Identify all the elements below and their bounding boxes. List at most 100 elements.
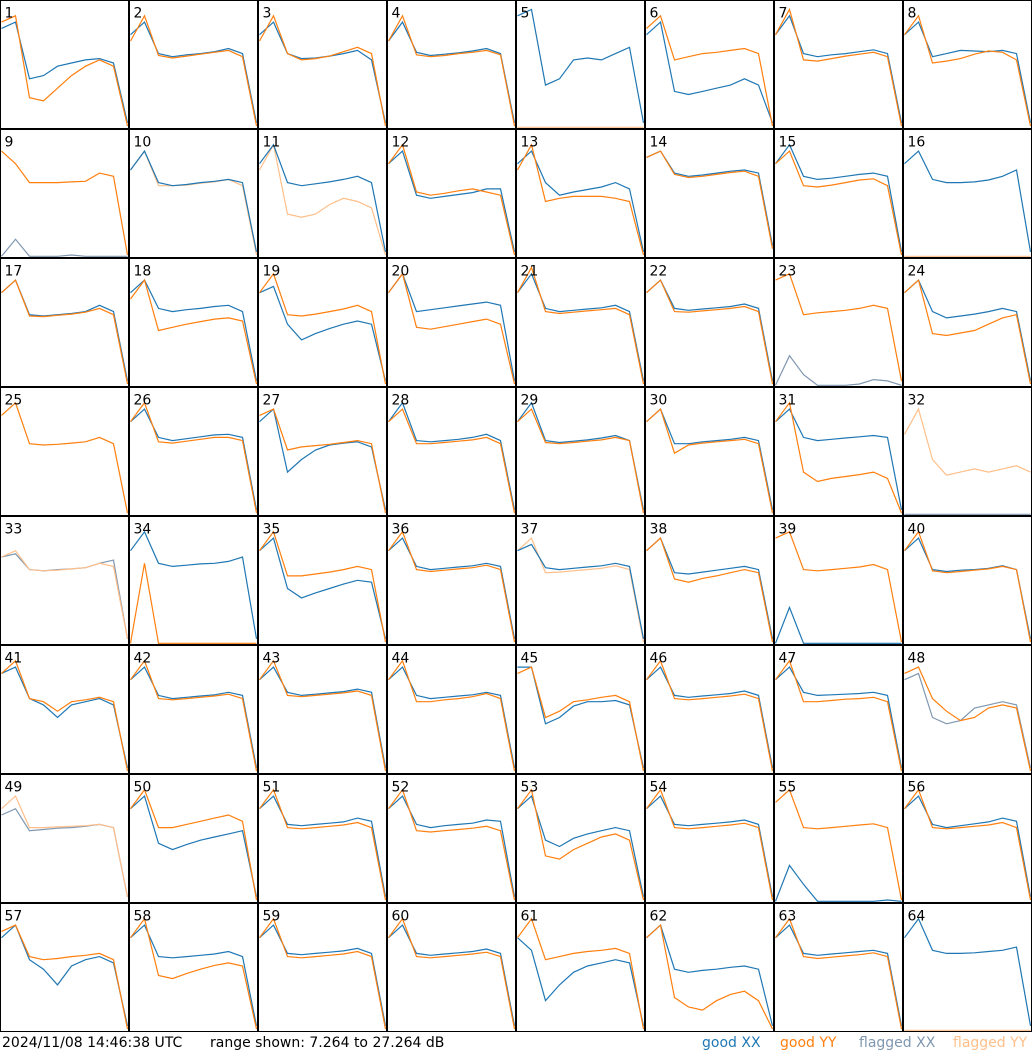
panel-frame (129, 516, 258, 645)
range-joiner: to (354, 1035, 368, 1051)
range-min: 7.264 (309, 1035, 349, 1051)
panel-label: 51 (263, 780, 281, 796)
panel-label: 5 (521, 6, 530, 22)
panel-label: 18 (134, 264, 152, 280)
panel-label: 13 (521, 135, 539, 151)
panel-label: 19 (263, 264, 281, 280)
panel: 49 (0, 774, 129, 903)
spectrum-line (775, 272, 903, 382)
panel-label: 24 (908, 264, 926, 280)
panel-label: 48 (908, 651, 926, 667)
panel: 4 (387, 0, 516, 129)
range-max: 27.264 (372, 1035, 421, 1051)
panel: 26 (129, 387, 258, 516)
panel: 30 (645, 387, 774, 516)
panel: 28 (387, 387, 516, 516)
spectrum-line (1, 666, 129, 769)
spectrum-line (1, 549, 129, 640)
spectrum-line (517, 543, 645, 640)
panel-frame (258, 129, 387, 258)
panel: 43 (258, 645, 387, 774)
spectrum-line (646, 279, 774, 382)
panel-label: 8 (908, 6, 917, 22)
panel: 15 (774, 129, 903, 258)
spectrum-line (516, 143, 645, 256)
panel-label: 53 (521, 780, 539, 796)
spectrum-line (775, 788, 903, 901)
panel-frame (0, 387, 129, 516)
spectrum-line (259, 788, 387, 901)
panel-frame (774, 903, 903, 1032)
spectrum-line (646, 924, 774, 1027)
panel-label: 20 (392, 264, 410, 280)
panel-label: 35 (263, 522, 281, 538)
spectrum-line (775, 659, 903, 772)
panel-label: 29 (521, 393, 539, 409)
panel-frame (258, 516, 387, 645)
panel: 50 (129, 774, 258, 903)
panel-frame (129, 129, 258, 258)
panel-frame (0, 129, 129, 258)
spectrum-line (646, 408, 774, 511)
panel-label: 60 (392, 909, 410, 925)
legend: good XX good YY flagged XX flagged YY (702, 1035, 1028, 1051)
spectrum-line (1, 795, 129, 898)
panel-frame (258, 387, 387, 516)
panel: 56 (903, 774, 1032, 903)
panel: 3 (258, 0, 387, 129)
spectrum-line (646, 537, 774, 640)
panel-label: 62 (650, 909, 668, 925)
panel: 42 (129, 645, 258, 774)
legend-entry: good XX (702, 1035, 761, 1051)
panel: 45 (516, 645, 645, 774)
panel: 5 (516, 0, 645, 129)
panel-label: 4 (392, 6, 401, 22)
spectrum-line (130, 21, 258, 124)
panel-frame (0, 516, 129, 645)
panel-label: 9 (5, 135, 14, 151)
panel-frame (645, 0, 774, 129)
panel: 47 (774, 645, 903, 774)
panel-frame (387, 774, 516, 903)
spectrum-line (646, 14, 774, 127)
panel-label: 36 (392, 522, 410, 538)
spectrum-line (130, 788, 258, 901)
panel-label: 15 (779, 135, 797, 151)
panel-frame (516, 258, 645, 387)
spectrum-line (388, 20, 516, 124)
spectrum-line (130, 795, 258, 898)
panel-label: 41 (5, 651, 23, 667)
spectrum-line (903, 407, 1031, 476)
legend-entry: flagged YY (953, 1035, 1028, 1051)
panel: 59 (258, 903, 387, 1032)
panel: 21 (516, 258, 645, 387)
panel: 40 (903, 516, 1032, 645)
spectrum-line (388, 401, 516, 511)
panel: 46 (645, 645, 774, 774)
panel-frame (387, 387, 516, 516)
panel-frame (0, 258, 129, 387)
spectrum-line (904, 917, 1032, 1027)
panel-label: 43 (263, 651, 281, 667)
spectrum-line (130, 924, 258, 1027)
spectrum-line (130, 530, 258, 640)
panel-label: 38 (650, 522, 668, 538)
panel: 54 (645, 774, 774, 903)
panel-frame (645, 258, 774, 387)
spectrum-line (130, 401, 258, 514)
spectrum-line (129, 563, 257, 644)
panel-label: 10 (134, 135, 152, 151)
panel: 14 (645, 129, 774, 258)
spectrum-line (517, 150, 645, 253)
panel-label: 37 (521, 522, 539, 538)
panel-frame (258, 903, 387, 1032)
spectrum-line (388, 150, 516, 253)
spectrum-line (517, 788, 645, 901)
panel-frame (774, 774, 903, 903)
panel-label: 17 (5, 264, 23, 280)
panel-frame (258, 645, 387, 774)
panel-label: 58 (134, 909, 152, 925)
spectrum-line (388, 143, 516, 256)
spectrum-line (130, 278, 258, 385)
